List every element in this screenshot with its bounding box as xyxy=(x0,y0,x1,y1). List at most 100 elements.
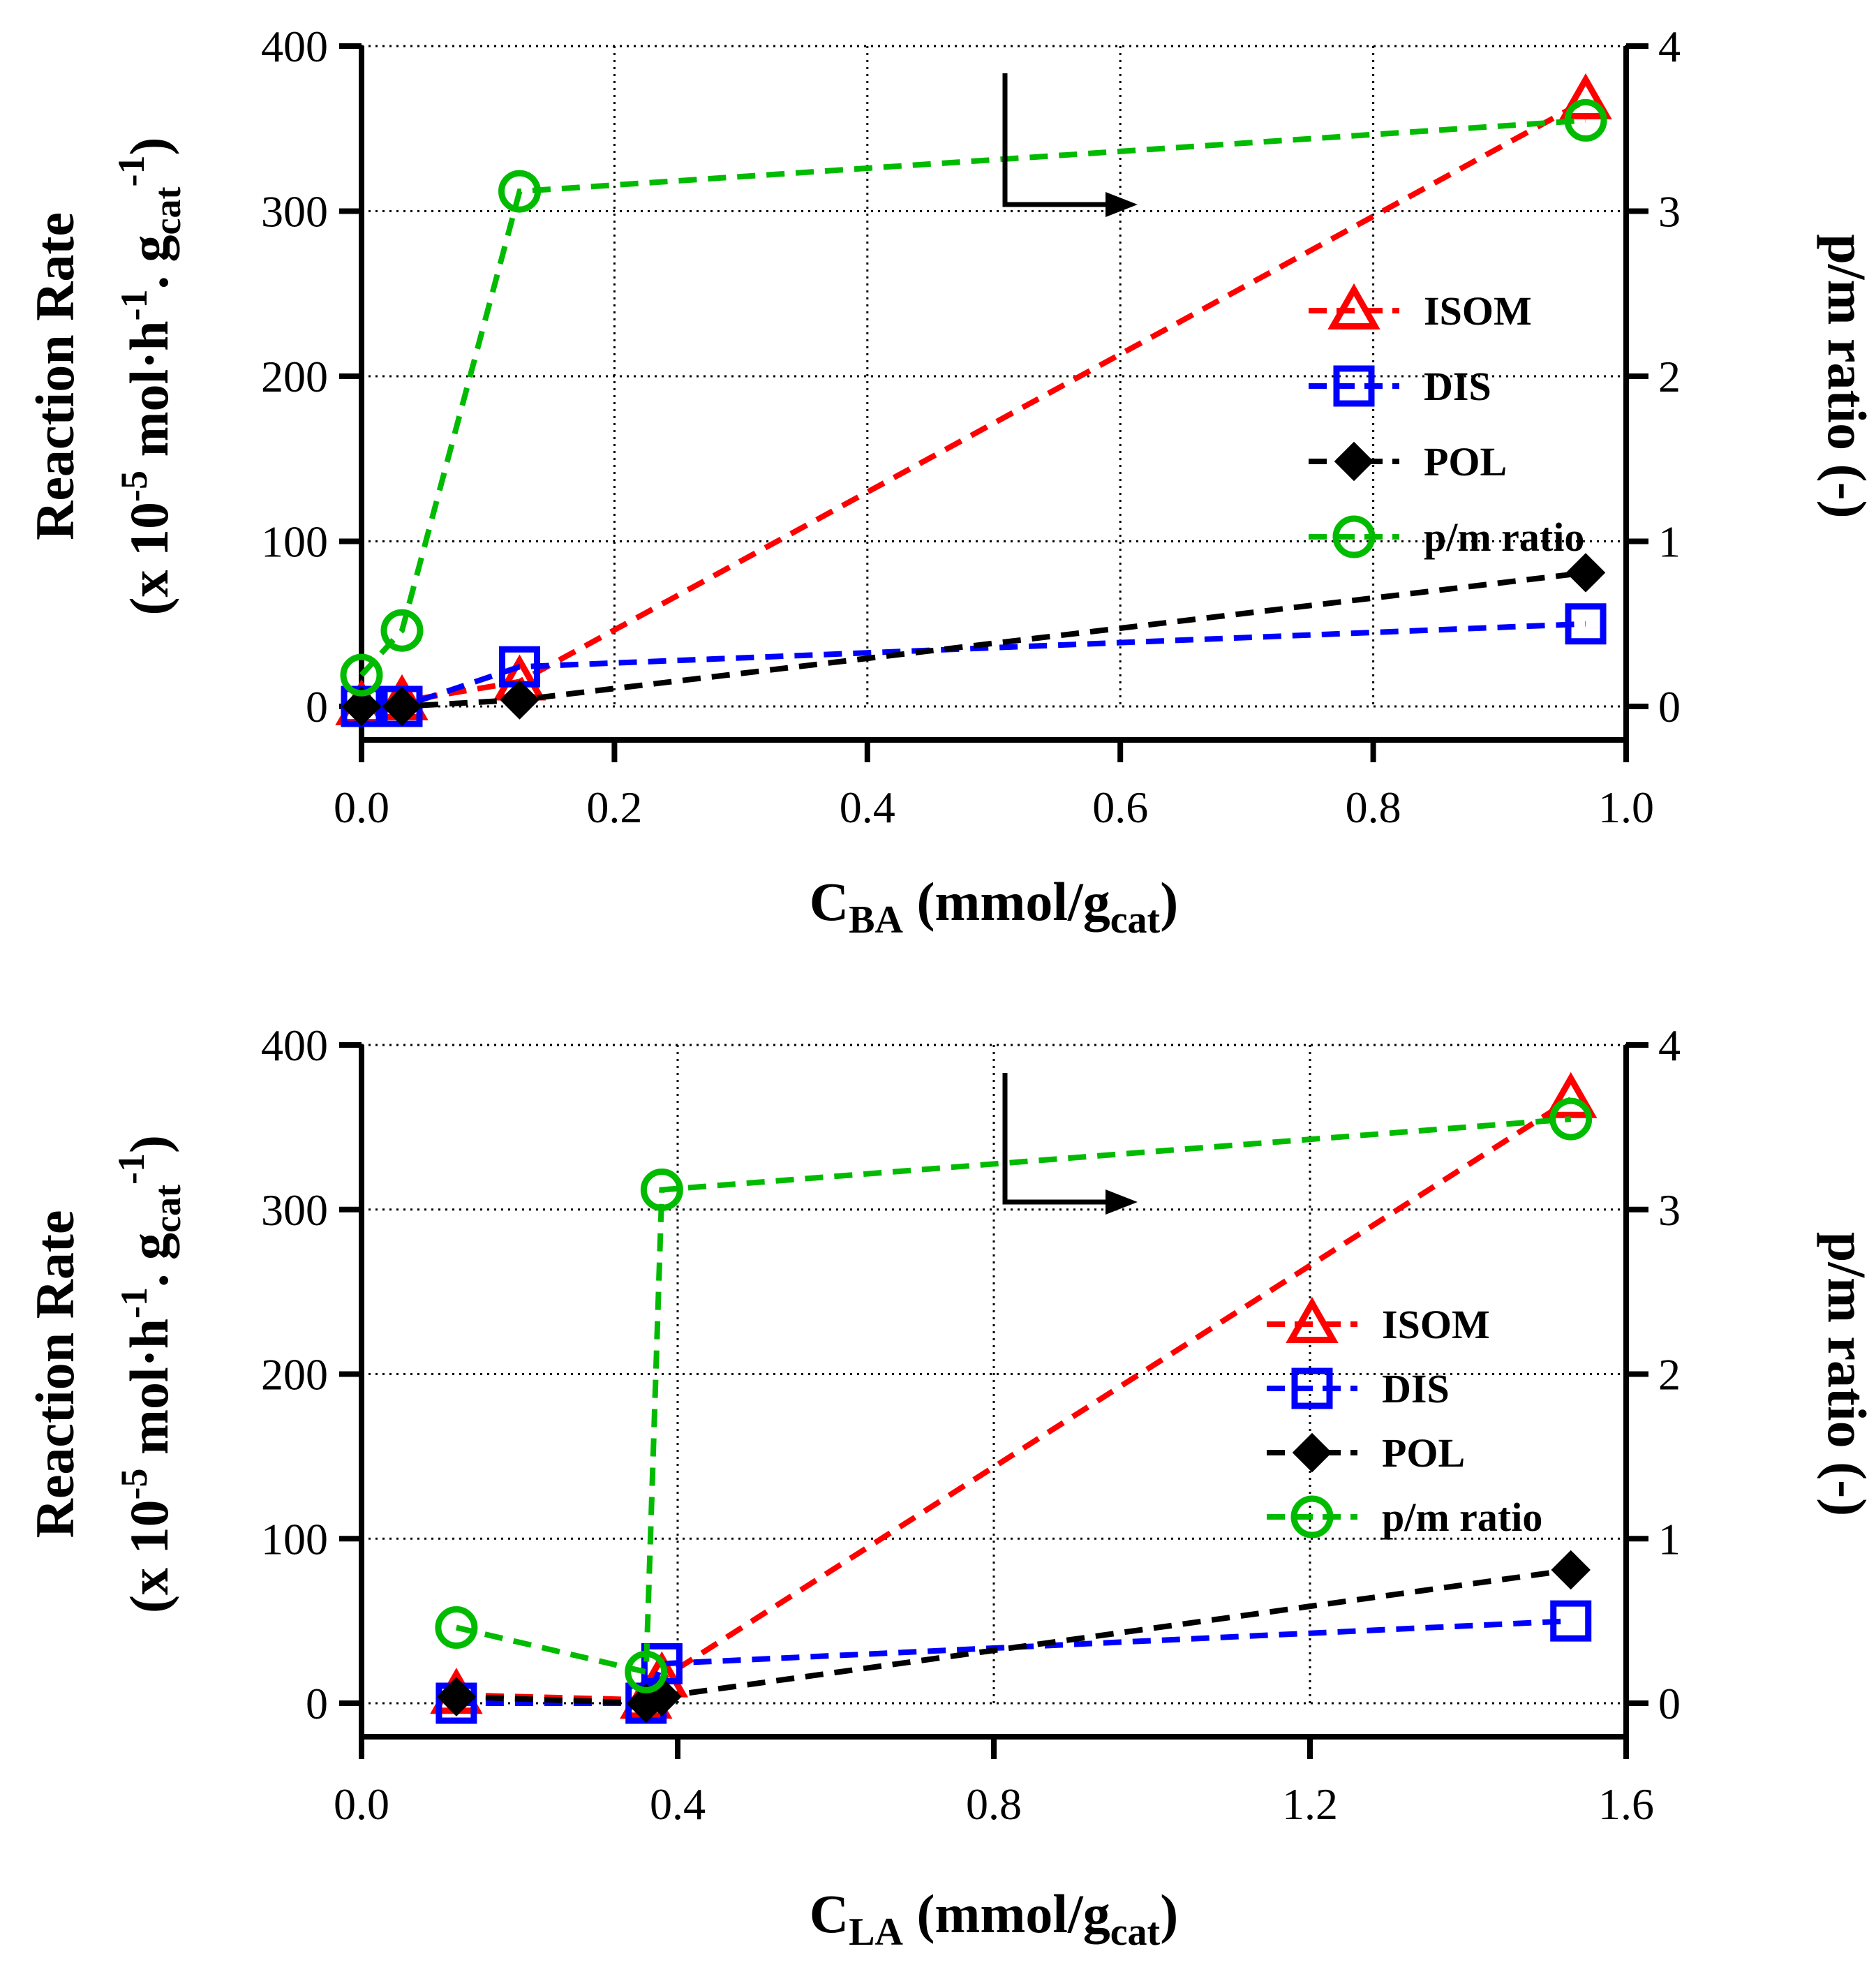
chart-2-legend-entry-2: POL xyxy=(1267,1430,1465,1476)
chart-1-series-line-0 xyxy=(361,98,1587,709)
chart-1-y-axis-title-right: p/m ratio (-) xyxy=(1817,234,1876,518)
chart-2-series-3-point-1 xyxy=(625,1650,668,1693)
chart-2-legend-entry-1: DIS xyxy=(1267,1366,1450,1411)
chart-2-legend-entry-0: ISOM xyxy=(1267,1296,1490,1347)
chart-1-y-tick-label-left-2: 200 xyxy=(261,352,328,401)
chart-1-series-line-2 xyxy=(362,570,1586,709)
chart-1-y-axis-title-left-line2: (x 10-5 mol·h-1. gcat-1) xyxy=(110,138,188,616)
chart-1-x-tick-label-3: 0.6 xyxy=(1092,783,1148,832)
chart-1-series-p-m-ratio xyxy=(340,98,1607,697)
chart-2-x-tick-label-1: 0.4 xyxy=(650,1779,706,1829)
chart-1-series-pol xyxy=(341,553,1606,727)
chart-2-y-tick-label-right-3: 3 xyxy=(1658,1185,1681,1235)
chart-1-series-1-point-3 xyxy=(1565,603,1607,645)
chart-2-y-tick-label-right-1: 1 xyxy=(1658,1514,1681,1564)
chart-2-y-axis-right: 0 1 2 3 4 xyxy=(1623,1021,1681,1734)
chart-1-y-tick-label-right-4: 4 xyxy=(1658,22,1681,71)
chart-1-series-3-point-2 xyxy=(498,170,541,213)
chart-1-x-title-unit-sub: cat xyxy=(1110,898,1161,942)
chart-1-legend-label-3: p/m ratio xyxy=(1424,514,1584,560)
chart-2-y-title-part-b: mol·h xyxy=(119,1319,179,1469)
chart-1-y-title-part-c: . g xyxy=(119,235,179,289)
chart-1-series-2-point-3 xyxy=(1565,553,1606,593)
chart-1-gridlines xyxy=(360,45,1628,708)
chart-2-x-tick-label-3: 1.2 xyxy=(1282,1779,1338,1829)
chart-2-y-title-sup3: -1 xyxy=(110,1153,152,1185)
chart-2-legend-label-2: POL xyxy=(1382,1430,1465,1476)
chart-1-x-title-close: ) xyxy=(1160,871,1178,932)
chart-1-y-tick-label-right-1: 1 xyxy=(1658,517,1681,567)
chart-1-y-axis-left: 0 100 200 300 400 xyxy=(261,22,364,737)
chart-2-series-3-point-2 xyxy=(640,1168,683,1211)
chart-2-x-tick-label-4: 1.6 xyxy=(1598,1779,1654,1829)
chart-2-x-axis-title: CLA (mmol/gcat) xyxy=(810,1883,1178,1954)
chart-2-arrow-head xyxy=(1106,1189,1138,1215)
chart-2-x-tick-label-2: 0.8 xyxy=(966,1779,1022,1829)
chart-2-legend-label-1: DIS xyxy=(1382,1366,1450,1411)
chart-2-legend-marker-3 xyxy=(1290,1495,1334,1538)
chart-1-series-2-point-1 xyxy=(382,686,422,727)
chart-1-y-axis-title-left-line1: Reaction Rate xyxy=(24,212,85,540)
chart-1-legend-label-0: ISOM xyxy=(1424,288,1532,334)
chart-2-legend-marker-2 xyxy=(1292,1432,1332,1473)
chart-1-series-0-point-3 xyxy=(1559,73,1612,120)
chart-1-x-tick-label-2: 0.4 xyxy=(840,783,895,832)
chart-2-arrow-shaft xyxy=(1002,1073,1117,1205)
chart-2-y-tick-label-right-2: 2 xyxy=(1658,1350,1681,1400)
chart-1-series-3-point-0 xyxy=(340,653,383,697)
chart-2-series-p-m-ratio xyxy=(435,1097,1593,1693)
chart-2-legend-entry-3: p/m ratio xyxy=(1267,1495,1542,1540)
chart-2-y-axis-left: 0 100 200 300 400 xyxy=(261,1021,364,1734)
chart-1-legend-entry-1: DIS xyxy=(1309,364,1491,409)
chart-1-x-title-sub: BA xyxy=(849,898,903,942)
chart-2-y-tick-label-left-0: 0 xyxy=(306,1679,328,1728)
chart-1-y-tick-label-right-0: 0 xyxy=(1658,682,1681,732)
chart-2-legend-label-3: p/m ratio xyxy=(1382,1495,1542,1540)
chart-2-legend-marker-0 xyxy=(1286,1296,1339,1343)
chart-1-y-tick-label-left-3: 300 xyxy=(261,187,328,237)
chart-1-y-title-sup1: -5 xyxy=(113,470,155,502)
chart-1-legend: ISOM DIS POL p/m ratio xyxy=(1309,283,1584,560)
chart-1-x-tick-label-5: 1.0 xyxy=(1598,783,1654,832)
chart-1-x-tick-label-0: 0.0 xyxy=(334,783,389,832)
chart-1-y-title-part-d: ) xyxy=(119,138,179,156)
chart-2-series-1-point-3 xyxy=(1550,1600,1592,1642)
chart-2-series-2-point-3 xyxy=(1551,1550,1591,1590)
chart-1-y-title-part-a: (x 10 xyxy=(119,502,179,615)
chart-2-series-line-1 xyxy=(456,1618,1571,1706)
chart-1-x-title-unit: (mmol/g xyxy=(903,871,1110,932)
chart-1-x-title-main: C xyxy=(810,871,849,932)
chart-2-y-tick-label-left-3: 300 xyxy=(261,1185,328,1235)
chart-1-series-3-point-1 xyxy=(380,609,424,652)
chart-1-series-line-1 xyxy=(362,621,1586,709)
chart-1-y-title-sup3: -1 xyxy=(110,156,152,187)
chart-1-series-dis xyxy=(341,603,1607,727)
chart-2-legend: ISOM DIS POL p/m ratio xyxy=(1267,1296,1542,1540)
chart-1-y-tick-label-left-4: 400 xyxy=(261,22,328,71)
chart-2-y-title-sup1: -5 xyxy=(113,1468,155,1499)
chart-2-series-line-3 xyxy=(455,1116,1572,1676)
chart-1-series-2-point-0 xyxy=(341,686,382,727)
chart-2-series-3-point-3 xyxy=(1549,1097,1593,1141)
chart-1-y-axis-right: 0 1 2 3 4 xyxy=(1623,22,1681,737)
chart-2-y-title-sub: cat xyxy=(147,1185,188,1233)
chart-2-y-tick-label-left-2: 200 xyxy=(261,1350,328,1400)
chart-1-x-tick-label-1: 0.2 xyxy=(586,783,642,832)
chart-1-legend-marker-1 xyxy=(1333,365,1375,407)
chart-2-y-axis-title-left-line1: Reaction Rate xyxy=(24,1210,85,1538)
chart-1-y-title-part-b: mol·h xyxy=(119,320,179,470)
chart-1-series-line-3 xyxy=(359,117,1586,677)
chart-2-x-title-unit: (mmol/g xyxy=(903,1883,1110,1944)
chart-2-y-axis-title-right: p/m ratio (-) xyxy=(1817,1232,1876,1516)
chart-1-arrow-head xyxy=(1106,192,1138,217)
chart-2-y-tick-label-left-1: 100 xyxy=(261,1514,328,1564)
chart-2-right-axis-arrow xyxy=(1002,1073,1138,1215)
chart-1-legend-marker-0 xyxy=(1327,283,1380,329)
chart-2-y-tick-label-right-0: 0 xyxy=(1658,1679,1681,1728)
chart-1-x-tick-label-4: 0.8 xyxy=(1346,783,1401,832)
chart-2-series-pol xyxy=(436,1550,1591,1723)
chart-2-legend-label-0: ISOM xyxy=(1382,1302,1490,1347)
chart-1-legend-entry-3: p/m ratio xyxy=(1309,514,1584,560)
chart-1-series-3-point-3 xyxy=(1564,98,1607,142)
